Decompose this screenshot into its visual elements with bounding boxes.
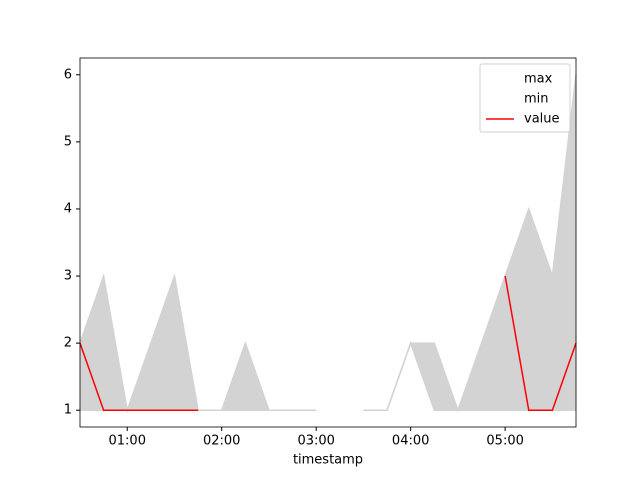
y-tick-label: 4 [64, 201, 72, 216]
x-tick-label: 04:00 [392, 434, 429, 449]
y-tick-label: 5 [64, 134, 72, 149]
y-tick-label: 6 [64, 67, 72, 82]
y-tick-label: 2 [64, 336, 72, 351]
plot-frame [79, 57, 577, 428]
y-tick-label: 3 [64, 269, 72, 284]
x-axis-label: timestamp [293, 453, 363, 468]
legend-label: value [524, 112, 560, 127]
y-tick-label: 1 [64, 403, 72, 418]
x-tick-label: 01:00 [109, 434, 146, 449]
legend-label: min [524, 92, 549, 107]
series-line [79, 275, 577, 411]
x-tick-label: 02:00 [203, 434, 240, 449]
x-tick-label: 03:00 [297, 434, 334, 449]
legend-label: max [524, 72, 553, 87]
x-tick-label: 05:00 [486, 434, 523, 449]
legend-box [479, 63, 571, 133]
